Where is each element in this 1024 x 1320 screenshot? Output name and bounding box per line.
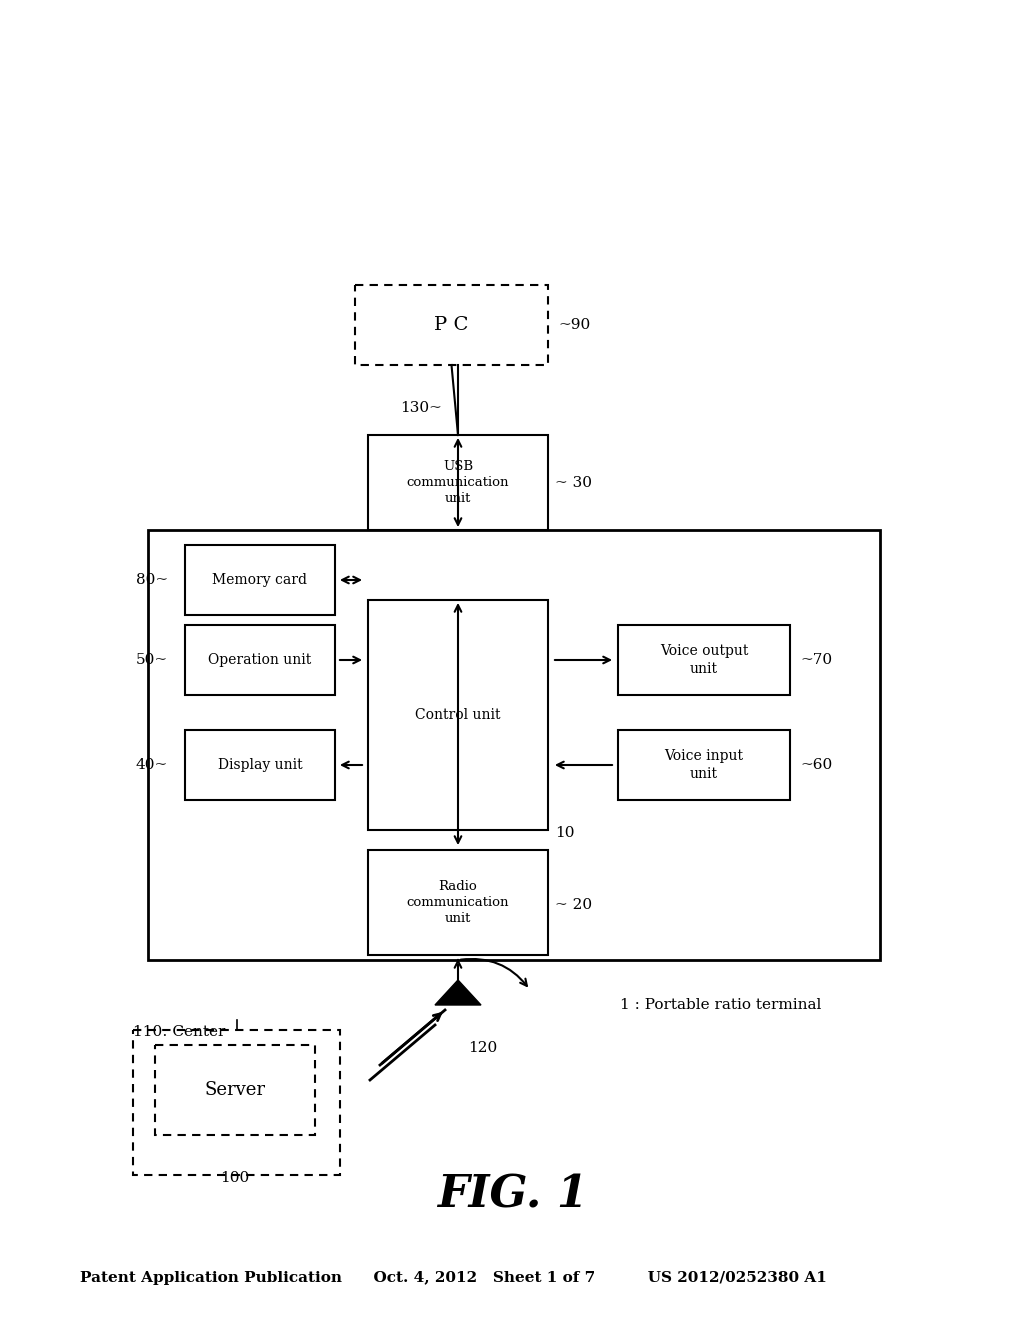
Text: 100: 100 [220,1171,250,1185]
Text: 130~: 130~ [400,401,442,414]
Bar [185,624,335,696]
Text: ~ 20: ~ 20 [555,898,592,912]
Text: Control unit: Control unit [416,708,501,722]
Text: 120: 120 [468,1041,498,1055]
Text: Patent Application Publication      Oct. 4, 2012   Sheet 1 of 7          US 2012: Patent Application Publication Oct. 4, 2… [80,1271,826,1284]
Text: 1 : Portable ratio terminal: 1 : Portable ratio terminal [620,998,821,1012]
Text: ~90: ~90 [558,318,590,333]
Polygon shape [435,979,481,1005]
Text: ~60: ~60 [800,758,833,772]
Text: ~70: ~70 [800,653,833,667]
Bar [185,730,335,800]
Bar [368,601,548,830]
Text: USB
communication
unit: USB communication unit [407,459,509,506]
Bar [133,1030,340,1175]
Bar [618,730,790,800]
Text: Display unit: Display unit [218,758,302,772]
Text: 10: 10 [555,826,574,840]
Text: 80~: 80~ [136,573,168,587]
Text: Voice output
unit: Voice output unit [659,644,749,676]
Bar [618,624,790,696]
Text: Operation unit: Operation unit [208,653,311,667]
Text: FIG. 1: FIG. 1 [436,1173,588,1217]
Bar [185,545,335,615]
Text: ~ 30: ~ 30 [555,477,592,490]
Text: 110: Center: 110: Center [133,1026,225,1039]
Bar [155,1045,315,1135]
Bar [368,850,548,954]
Text: P C: P C [434,315,469,334]
Text: Radio
communication
unit: Radio communication unit [407,880,509,925]
Text: Voice input
unit: Voice input unit [665,750,743,780]
Bar [355,285,548,366]
Text: Memory card: Memory card [213,573,307,587]
Bar [368,436,548,531]
Bar [148,531,880,960]
Text: 50~: 50~ [136,653,168,667]
Text: Server: Server [205,1081,265,1100]
Text: 40~: 40~ [136,758,168,772]
